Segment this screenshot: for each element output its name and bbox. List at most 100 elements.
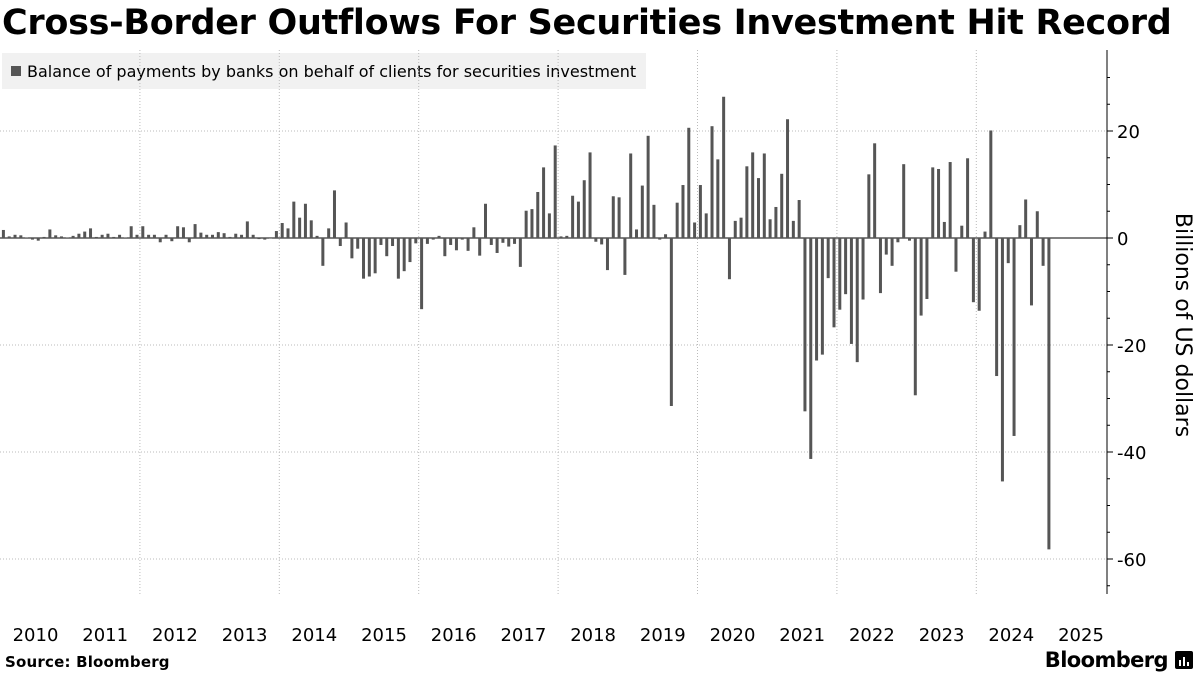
x-tick-label: 2022 [849,625,895,646]
bar [478,238,482,256]
bar [19,235,23,238]
bar [112,236,116,238]
bar [605,238,609,271]
bar [344,222,348,238]
bar [420,238,424,310]
bar [123,237,127,238]
x-axis-labels: 2010 2011 2012 2013 2014 2015 2016 2017 2018 2019… [13,625,1104,646]
bar [193,224,197,238]
bar [1035,211,1039,238]
bar [327,228,331,238]
bar [106,233,110,238]
x-tick-label: 2023 [919,625,965,646]
bar [257,238,261,240]
bar [379,238,383,245]
x-tick-label: 2017 [500,625,546,646]
bar [751,152,755,238]
bar [849,238,853,344]
bar [431,238,435,240]
bar [385,238,389,257]
bar [908,238,911,241]
bar [170,238,174,242]
bar [623,238,627,275]
x-tick-label: 2012 [152,625,198,646]
bar [797,200,801,238]
brand-logo: Bloomberg [1044,648,1169,672]
legend-label: Balance of payments by banks on behalf o… [27,61,637,81]
bar [629,153,633,238]
bar [274,231,278,238]
bar [1029,238,1033,306]
bar [611,196,615,238]
y-axis-title: Billions of US dollars [1170,213,1195,437]
bar [25,237,29,238]
bar [896,238,900,243]
bar [362,238,366,279]
bar [240,234,244,238]
bar [756,178,760,238]
y-axis: 20 0 -20 -40 -60 [1106,50,1146,594]
bar [803,238,807,412]
bar [1006,238,1010,264]
bar [681,185,685,238]
x-tick-label: 2021 [779,625,825,646]
bar [89,228,93,238]
bar [873,143,877,238]
bar [216,232,220,238]
bar [588,152,592,238]
bar [948,162,952,238]
bar [983,231,987,238]
bar [356,238,360,249]
bar [181,227,185,238]
bar [507,238,511,247]
bar [13,234,17,238]
bar [187,238,191,243]
bar [727,238,731,280]
bar [582,180,586,238]
bar [495,238,499,253]
bar [48,229,52,238]
bar [1041,238,1045,266]
bar [513,238,517,244]
bar [309,220,313,238]
bar [141,226,145,238]
bar [844,238,848,295]
bar [152,234,156,238]
bar [704,213,708,238]
bar [722,96,726,238]
legend: Balance of payments by banks on behalf o… [2,53,647,89]
bar [919,238,923,316]
bar [774,206,778,238]
bar [861,238,865,300]
bar [815,238,819,361]
x-tick-label: 2024 [988,625,1034,646]
x-tick-label: 2020 [710,625,756,646]
bar [118,234,122,238]
bar [890,238,894,266]
bar [443,238,447,257]
bar [176,226,180,238]
bar [559,236,563,238]
bar [42,236,46,238]
bar [942,221,946,238]
y-tick-label: -40 [1117,443,1146,464]
bar [855,238,859,363]
bar [460,238,464,240]
bar [83,231,87,238]
bloomberg-terminal-icon [1175,651,1193,669]
bar [1047,238,1051,550]
bar [768,219,772,238]
bar [54,235,58,238]
bar [553,145,557,238]
bar [925,238,929,299]
x-tick-label: 2019 [640,625,686,646]
bar [373,238,377,274]
bar [762,153,766,238]
bar [931,167,935,238]
bar [30,238,34,240]
bar [716,159,720,238]
bar [600,238,604,245]
bar [745,166,749,238]
bar [518,238,522,267]
bar [263,238,267,240]
